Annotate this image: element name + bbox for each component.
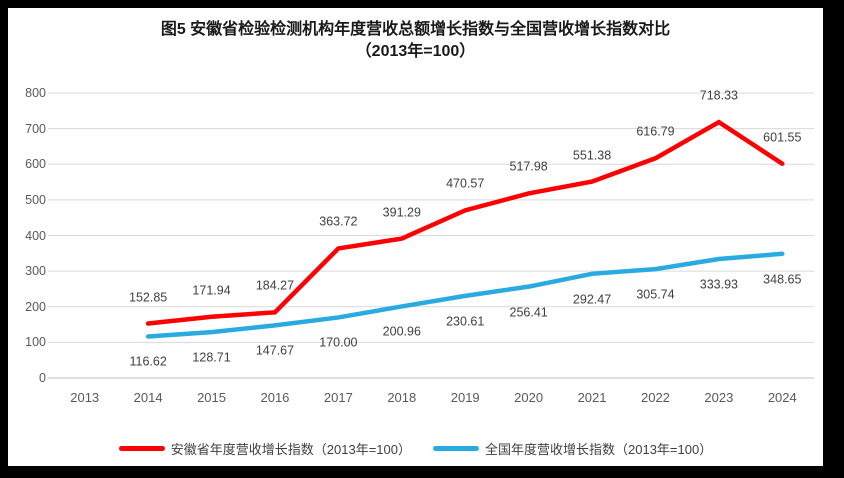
data-label: 363.72 — [319, 214, 358, 229]
data-label: 470.57 — [446, 176, 485, 191]
x-tick-label: 2018 — [387, 390, 417, 405]
y-tick-label: 700 — [25, 121, 46, 136]
data-label: 616.79 — [636, 124, 675, 139]
data-label: 171.94 — [192, 283, 231, 298]
data-label: 170.00 — [319, 335, 358, 350]
data-label: 230.61 — [446, 314, 485, 329]
legend-item-national: 全国年度营收增长指数（2013年=100） — [433, 439, 712, 458]
y-tick-label: 200 — [25, 299, 46, 314]
data-label: 601.55 — [763, 130, 802, 145]
x-tick-label: 2015 — [197, 390, 226, 405]
chart-title-line1: 图5 安徽省检验检测机构年度营收总额增长指数与全国营收增长指数对比 — [160, 21, 671, 38]
x-tick-label: 2017 — [323, 390, 353, 405]
data-label: 517.98 — [509, 159, 548, 174]
legend-label-anhui: 安徽省年度营收增长指数（2013年=100） — [170, 442, 411, 457]
blue-line-swatch-icon — [433, 446, 479, 451]
x-tick-label: 2014 — [133, 390, 163, 405]
data-label: 256.41 — [509, 305, 548, 320]
data-label: 128.71 — [192, 350, 231, 365]
plot-area — [48, 92, 814, 379]
series-line-0 — [145, 119, 785, 326]
x-tick-label: 2019 — [450, 390, 480, 405]
x-tick-label: 2013 — [70, 390, 100, 405]
y-tick-label: 500 — [25, 192, 46, 207]
data-label: 184.27 — [255, 278, 295, 293]
data-label: 116.62 — [129, 354, 167, 369]
data-label: 348.65 — [763, 272, 802, 287]
data-label: 292.47 — [572, 292, 612, 307]
chart-legend: 安徽省年度营收增长指数（2013年=100） 全国年度营收增长指数（2013年=… — [8, 439, 823, 458]
data-label: 200.96 — [382, 324, 421, 339]
data-label: 718.33 — [699, 88, 738, 103]
x-tick-label: 2016 — [260, 390, 290, 405]
data-label: 333.93 — [699, 277, 738, 292]
chart-title-line2: （2013年=100） — [355, 43, 476, 60]
legend-item-anhui: 安徽省年度营收增长指数（2013年=100） — [118, 439, 411, 458]
series-line-1 — [145, 251, 785, 339]
x-tick-label: 2022 — [640, 390, 670, 405]
chart-title: 图5 安徽省检验检测机构年度营收总额增长指数与全国营收增长指数对比 （2013年… — [8, 19, 823, 63]
data-label: 152.85 — [129, 290, 168, 305]
x-tick-label: 2023 — [704, 390, 734, 405]
data-label: 147.67 — [255, 343, 295, 358]
x-tick-label: 2021 — [577, 390, 607, 405]
y-tick-label: 600 — [25, 157, 46, 172]
x-tick-label: 2020 — [514, 390, 544, 405]
chart-canvas: 图5 安徽省检验检测机构年度营收总额增长指数与全国营收增长指数对比 （2013年… — [8, 8, 823, 466]
y-tick-label: 100 — [25, 335, 46, 350]
y-tick-label: 300 — [25, 264, 46, 279]
x-tick-label: 2024 — [767, 390, 797, 405]
y-tick-label: 800 — [25, 86, 46, 100]
y-tick-label: 0 — [39, 371, 46, 385]
data-label: 305.74 — [636, 287, 675, 302]
data-label: 391.29 — [382, 205, 421, 220]
data-label: 551.38 — [572, 148, 612, 163]
y-tick-label: 400 — [25, 228, 46, 243]
legend-label-national: 全国年度营收增长指数（2013年=100） — [485, 442, 713, 457]
red-line-swatch-icon — [118, 446, 165, 451]
